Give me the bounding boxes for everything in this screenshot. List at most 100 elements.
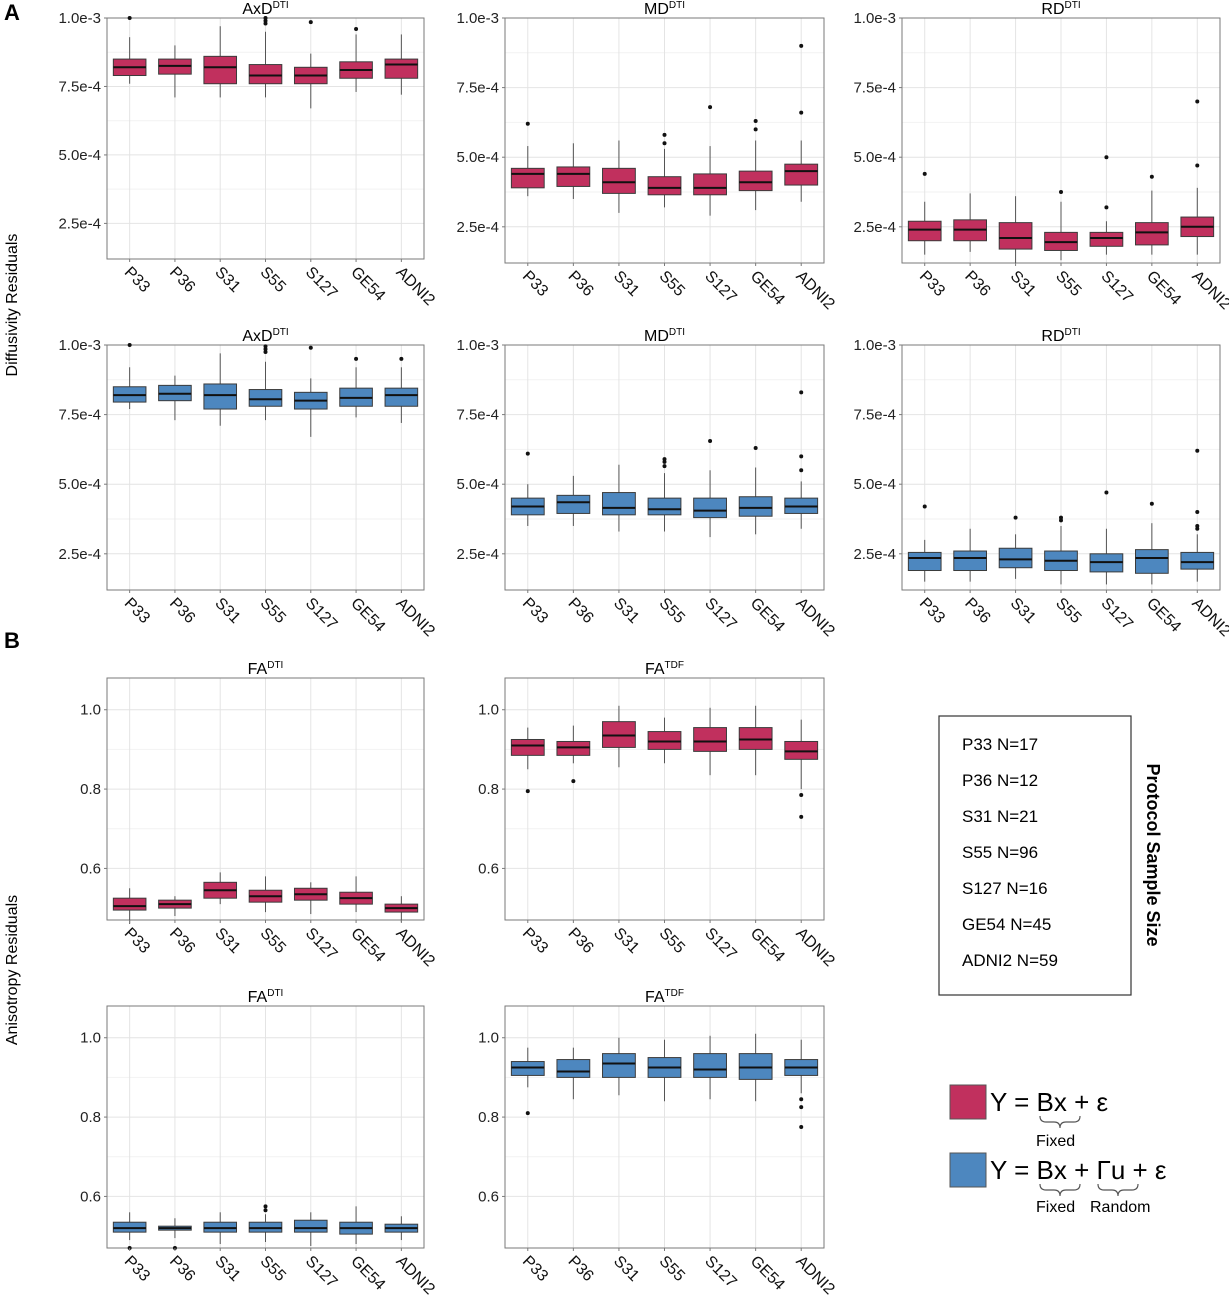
y-tick-label: 2.5e-4 [853,546,896,563]
x-tick-label: GE54 [747,925,788,966]
box-adni2 [784,719,819,819]
outlier-point [308,20,313,25]
outlier-point [1104,155,1109,160]
box-ge54 [339,26,373,92]
x-tick-label: P36 [166,925,198,957]
outlier-point [1149,174,1154,179]
box-p33 [112,343,147,410]
random-label: Random [1090,1199,1150,1216]
box-s55 [1044,515,1078,585]
iqr-box [602,167,636,194]
x-tick-label: ADNI2 [393,595,438,640]
box-s127 [1089,155,1124,255]
legend-item: ADNI2 N=59 [962,951,1058,970]
box-ge54 [339,876,373,913]
outlier-point [922,171,927,176]
y-tick-label: 5.0e-4 [58,476,101,493]
box-s55 [248,876,283,913]
fixed-brace [1039,1115,1081,1129]
x-tick-label: S127 [701,268,740,307]
x-tick-label: P36 [565,925,597,957]
y-tick-label: 5.0e-4 [853,149,896,166]
y-tick-label: 5.0e-4 [456,149,499,166]
outlier-point [399,356,404,361]
outlier-point [354,26,359,31]
chart-axd-random: AxDDTI 2.5e-4 5.0e-4 7.5e-4 1.0e-3 P33 P36 S31 S… [58,327,437,640]
x-tick-label: S127 [1098,268,1137,307]
x-tick-label: P36 [166,595,198,627]
x-tick-label: P33 [519,925,551,957]
iqr-box [738,170,773,192]
outlier-point [708,439,713,444]
outlier-point [1059,190,1063,195]
box-s31 [602,140,636,213]
iqr-box [647,497,682,516]
x-tick-label: S31 [1007,595,1039,627]
outlier-point [127,16,132,20]
x-tick-label: S55 [257,1253,289,1285]
y-tick-label: 2.5e-4 [58,546,101,563]
box-ge54 [1135,174,1169,255]
chart-rd-fixed: RDDTI 2.5e-4 5.0e-4 7.5e-4 1.0e-3 P33 P36 S31 S5… [853,0,1229,313]
x-tick-label: ADNI2 [393,925,438,970]
outlier-point [799,793,804,798]
chart-title: FATDF [645,988,684,1006]
chart-fa-tdf-fixed: FATDF 0.6 0.8 1.0 P33 P36 S31 S55 S127 GE54 ADNI2 [478,660,838,970]
x-tick-label: S31 [610,925,642,957]
x-tick-label: S31 [610,1253,642,1285]
outlier-point [525,451,530,456]
outlier-point [799,110,804,115]
chart-title: AxDDTI [242,327,288,345]
iqr-box [693,173,727,196]
panel-label-a: A [4,0,20,25]
outlier-point [662,141,667,146]
x-tick-label: P33 [519,268,551,300]
iqr-box [693,497,727,519]
box-adni2 [384,356,419,423]
y-tick-label: 1.0e-3 [853,337,896,354]
x-tick-label: P36 [565,268,597,300]
x-tick-label: P33 [916,595,948,627]
outlier-point [799,814,804,819]
outlier-point [922,504,927,509]
x-tick-label: P36 [961,595,993,627]
iqr-box [112,897,147,911]
iqr-box [384,58,419,79]
outlier-point [662,457,667,462]
chart-title: RDDTI [1041,327,1080,345]
chart-title: FADTI [248,988,284,1006]
x-tick-label: S31 [610,268,642,300]
outlier-point [799,468,804,473]
x-tick-label: S55 [656,925,688,957]
y-tick-label: 0.8 [478,781,499,798]
x-tick-label: P33 [121,264,153,296]
outlier-point [799,1105,804,1110]
box-s55 [248,344,283,421]
outlier-point [308,345,313,350]
x-tick-label: P33 [519,1253,551,1285]
box-p33 [907,171,942,255]
iqr-box [784,163,819,186]
y-tick-label: 0.6 [80,1188,101,1205]
y-tick-label: 5.0e-4 [853,476,896,493]
outlier-point [662,459,667,464]
legend-item: S127 N=16 [962,879,1048,898]
model-key-random: Y = Bx + Γu + ε Fixed Random [949,1152,1167,1216]
outlier-point [263,349,268,354]
box-p36 [953,528,987,582]
outlier-point [1059,518,1063,523]
box-p36 [556,725,591,784]
y-tick-label: 0.8 [80,1109,101,1126]
outlier-point [263,1204,268,1209]
x-tick-label: ADNI2 [393,1253,438,1298]
x-tick-label: P33 [916,268,948,300]
x-tick-label: P33 [121,595,153,627]
box-s127 [693,105,727,216]
iqr-box [556,166,591,187]
box-ge54 [339,1206,373,1245]
random-model-equation: Y = Bx + Γu + ε [990,1155,1167,1185]
iqr-box [556,1059,591,1078]
outlier-point [1195,510,1200,515]
y-tick-label: 7.5e-4 [853,80,896,97]
x-tick-label: ADNI2 [792,595,837,640]
